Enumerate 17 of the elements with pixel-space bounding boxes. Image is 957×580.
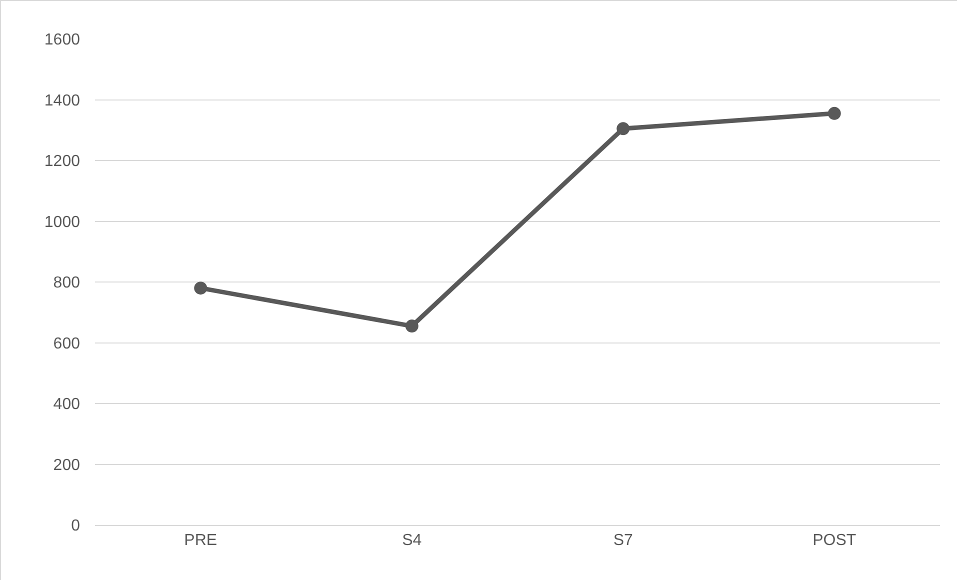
point (828, 106, 841, 120)
y-tick-label: 1600 (44, 32, 80, 49)
y-tick-label: 1000 (44, 214, 80, 231)
y-tick-label: 200 (53, 456, 80, 474)
y-tick-label: 600 (53, 335, 80, 352)
y-tick-label: 0 (71, 518, 80, 535)
x-tick-label: S7 (613, 532, 634, 550)
point (405, 320, 418, 333)
point (616, 122, 630, 136)
y-tick-label: 1200 (44, 153, 80, 170)
x-tick-label: POST (812, 532, 856, 550)
y-tick-label: 1400 (44, 92, 80, 110)
x-tick-label: S4 (402, 532, 422, 550)
y-tick-label: 800 (53, 274, 80, 292)
y-tick-label: 400 (53, 396, 80, 414)
x-tick-label: PRE (184, 532, 218, 550)
point (194, 282, 208, 295)
